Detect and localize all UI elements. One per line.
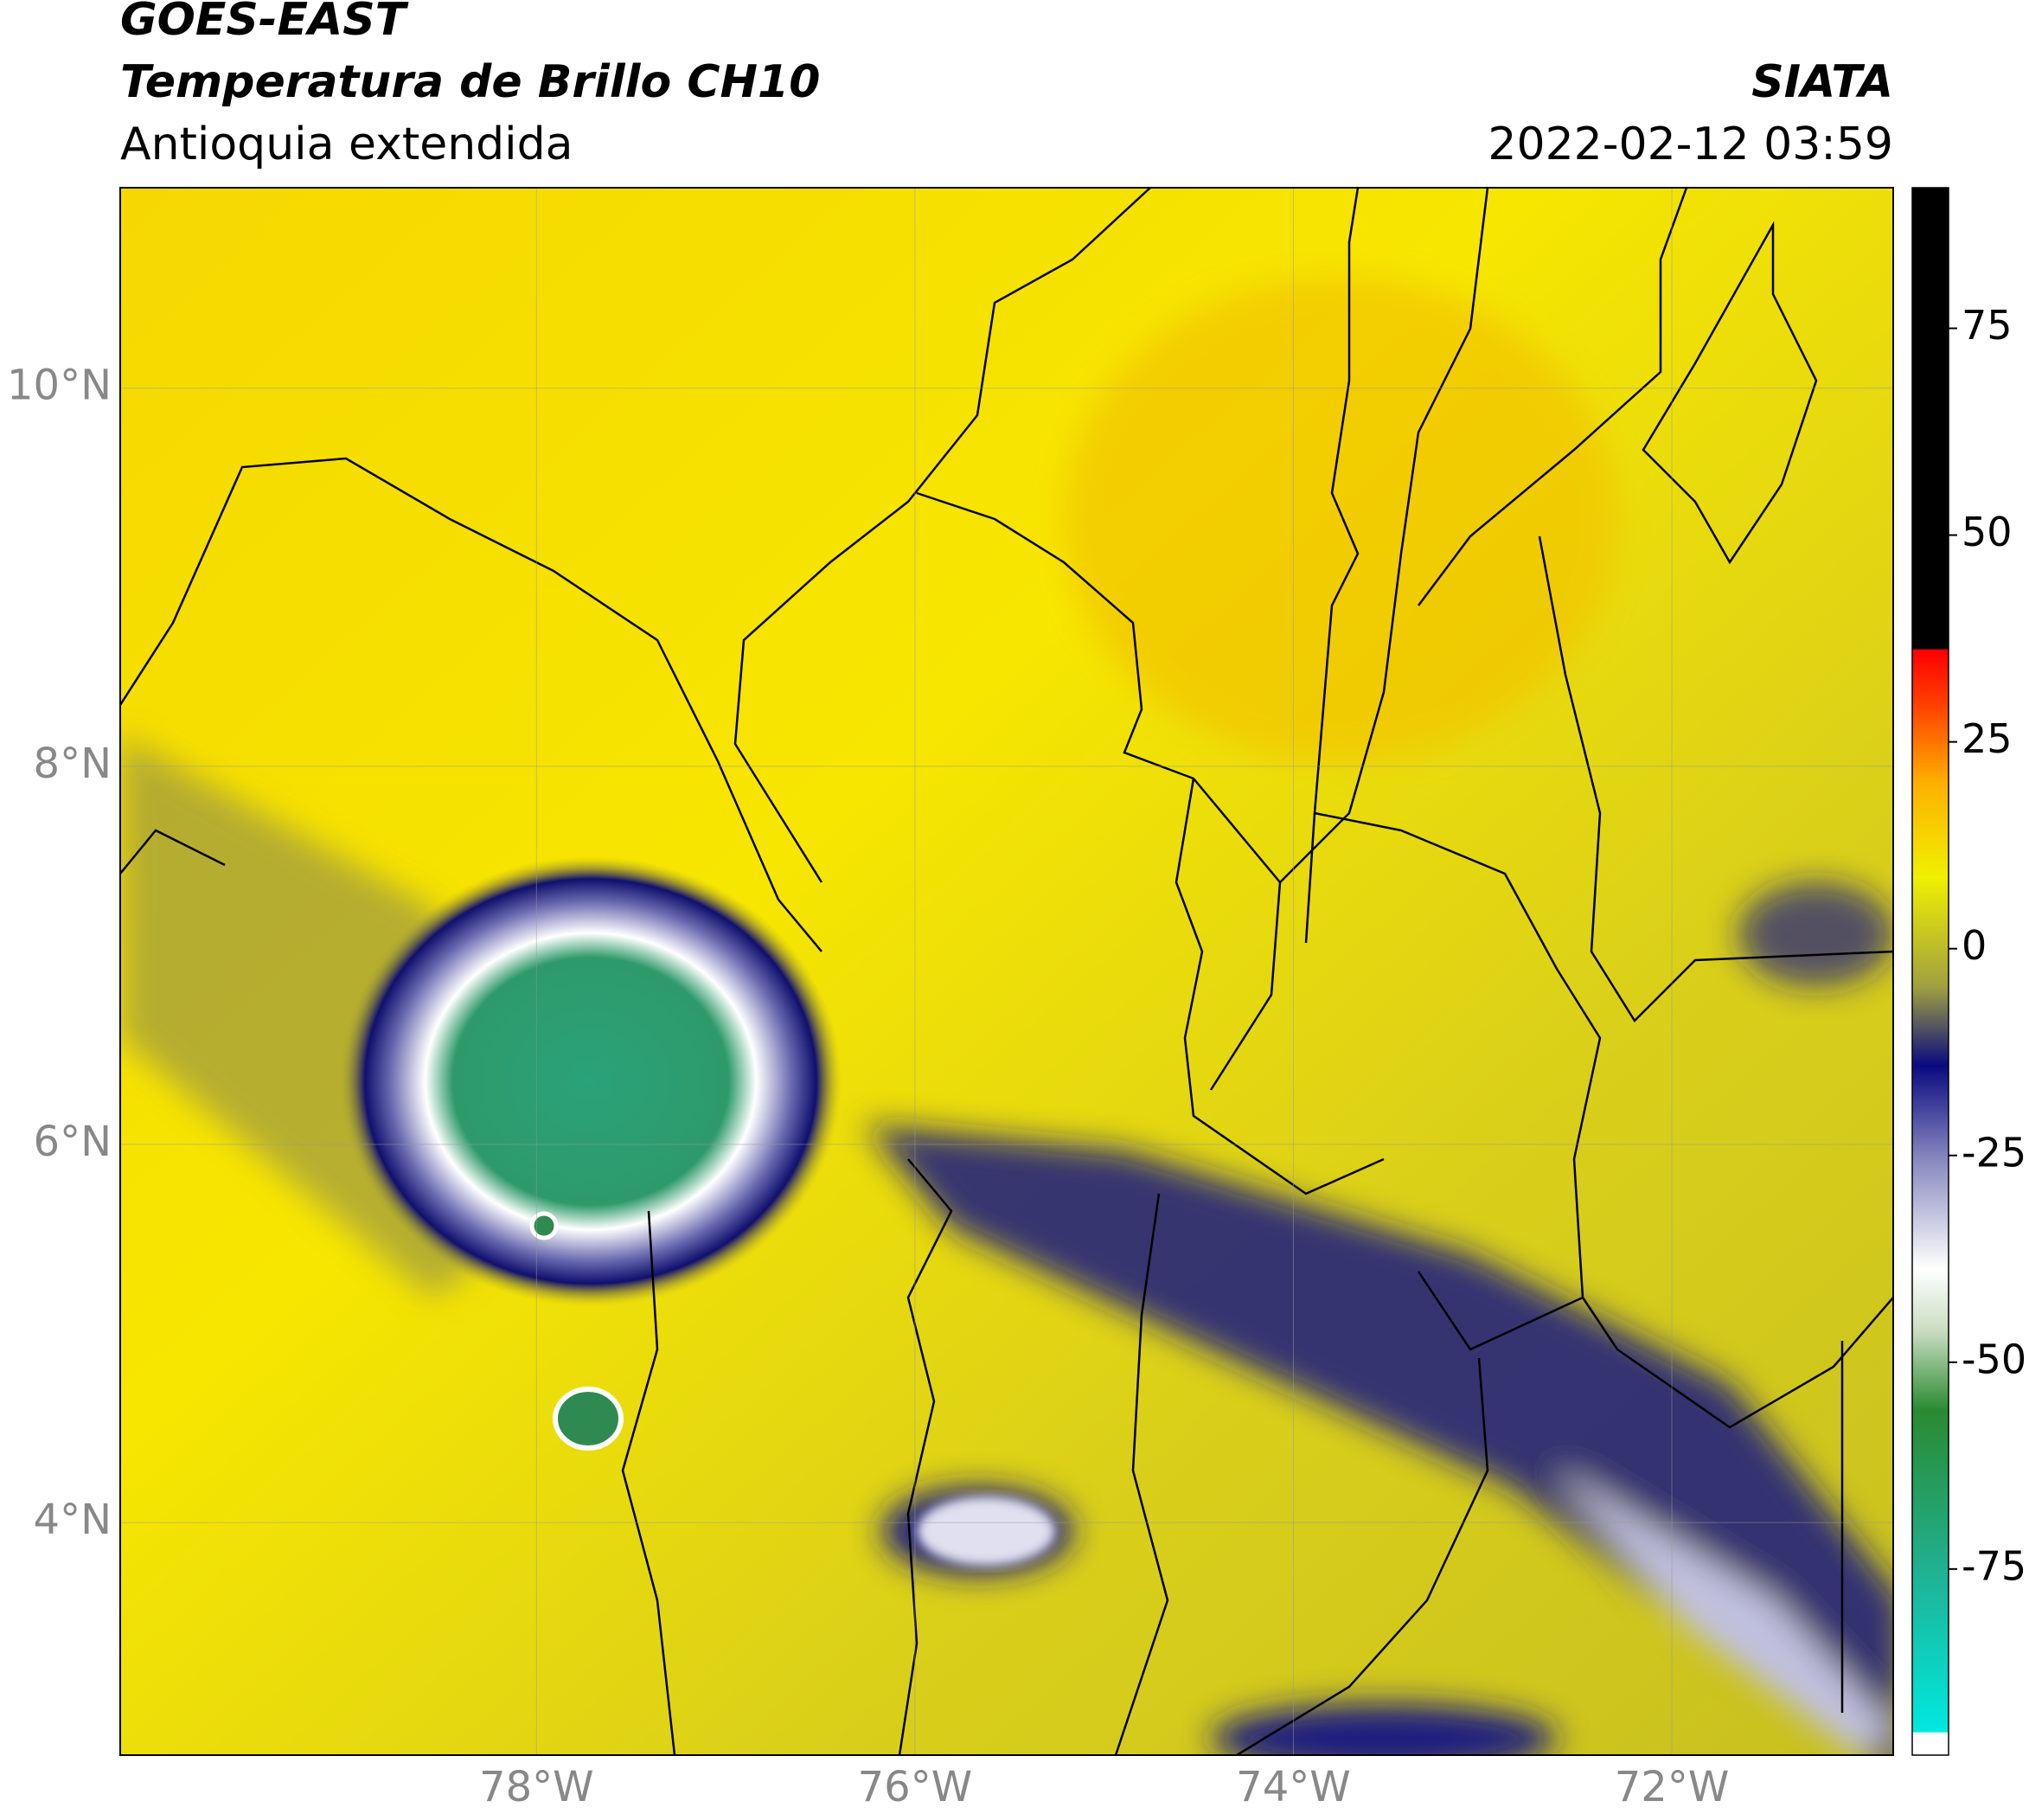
y-tick-label: 4°N: [34, 1496, 112, 1544]
y-tick-label: 8°N: [34, 740, 112, 788]
product: Temperatura de Brillo CH10: [120, 56, 820, 108]
satellite: GOES-EAST: [120, 0, 409, 46]
x-tick-label: 74°W: [1236, 1763, 1351, 1811]
x-tick-label: 76°W: [858, 1763, 973, 1811]
region: Antioquia extendida: [120, 119, 573, 170]
map-frame: [119, 187, 1894, 1756]
agency: SIATA: [1751, 56, 1893, 108]
x-tick-label: 72°W: [1615, 1763, 1730, 1811]
y-tick-label: 6°N: [34, 1118, 112, 1166]
colorbar-tick-label: 25: [1962, 715, 2013, 762]
map-image: [120, 188, 1893, 1755]
colorbar-tick-label: -50: [1962, 1336, 2026, 1382]
colorbar-tick-label: 50: [1962, 509, 2013, 555]
colorbar-tick-label: -25: [1962, 1129, 2026, 1176]
datetime: 2022-02-12 03:59: [1488, 119, 1893, 170]
x-tick-label: 78°W: [479, 1763, 594, 1811]
colorbar-tick-label: 75: [1962, 302, 2013, 349]
colorbar: [1911, 187, 1949, 1756]
colorbar-tick-label: 0: [1962, 922, 1987, 969]
y-tick-label: 10°N: [7, 362, 112, 410]
grid: [120, 188, 1893, 1755]
colorbar-tick-label: -75: [1962, 1542, 2026, 1589]
